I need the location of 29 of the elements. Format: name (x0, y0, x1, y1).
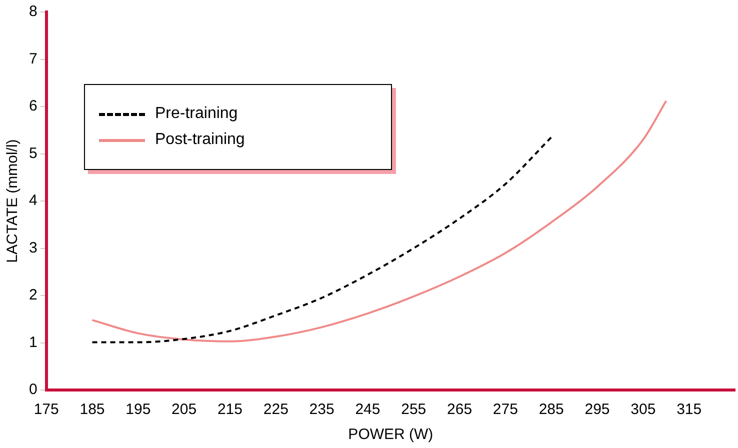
legend-label: Post-training (155, 131, 245, 149)
y-tick-label: 4 (29, 192, 38, 210)
x-tick-label: 205 (172, 401, 197, 418)
y-tick-label: 1 (29, 334, 38, 351)
x-tick-label: 235 (309, 401, 334, 418)
y-tick-label: 5 (29, 144, 38, 162)
y-tick-label: 8 (29, 3, 38, 20)
x-tick-label: 295 (584, 401, 610, 418)
y-axis-title: LACTATE (mmol/l) (4, 139, 22, 263)
x-tick-label: 225 (263, 401, 288, 418)
x-tick-label: 315 (676, 401, 702, 418)
y-tick-label: 7 (29, 50, 38, 68)
x-tick-label: 215 (217, 401, 242, 418)
legend-label: Pre-training (155, 105, 238, 123)
y-tick-label: 3 (29, 239, 38, 256)
x-tick-label: 175 (34, 401, 59, 418)
x-axis-title: POWER (W) (348, 426, 434, 444)
x-tick-label: 255 (401, 401, 426, 418)
x-tick-label: 265 (447, 401, 472, 418)
y-tick-label: 2 (29, 286, 38, 304)
x-tick-label: 245 (355, 401, 380, 418)
y-tick-label: 0 (29, 381, 38, 398)
line-series (91, 100, 668, 342)
x-tick-label: 195 (126, 401, 151, 418)
x-tick-label: 275 (492, 401, 518, 418)
y-tick-label: 6 (29, 98, 38, 115)
x-tick-label: 285 (538, 401, 564, 418)
x-tick-label: 185 (80, 401, 105, 418)
x-tick-label: 305 (630, 401, 656, 418)
